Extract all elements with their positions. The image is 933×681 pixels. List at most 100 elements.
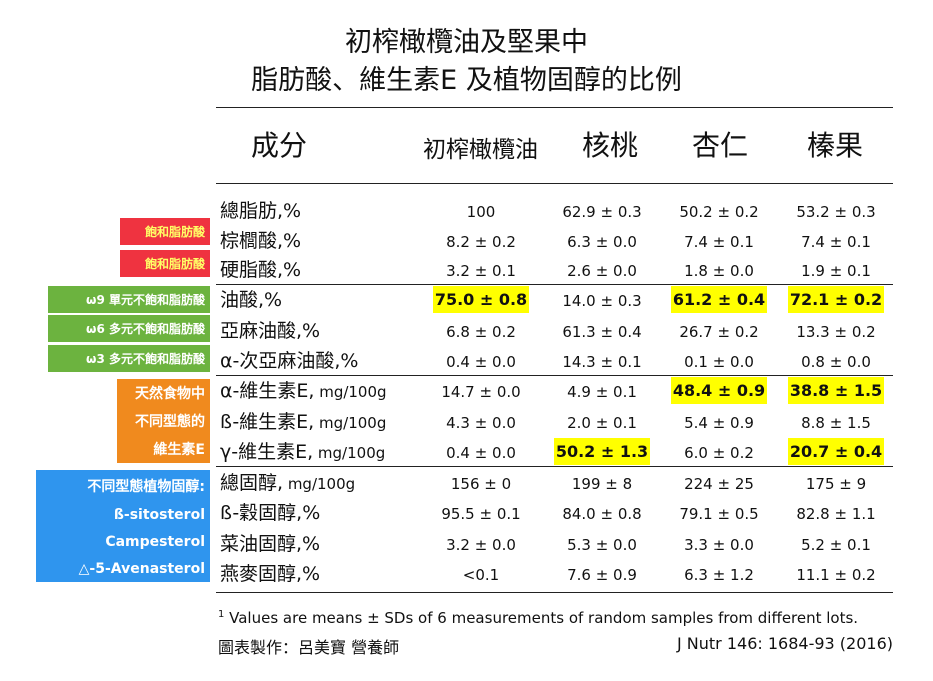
row-label: 油酸,% — [220, 285, 282, 312]
rule-header — [216, 183, 893, 184]
row-label: γ-維生素E, mg/100g — [220, 437, 385, 464]
table-cell: 61.2 ± 0.4 — [672, 290, 766, 309]
table-cell: 3.2 ± 0.1 — [446, 262, 516, 280]
table-cell: 26.7 ± 0.2 — [679, 323, 759, 341]
table-cell: 48.4 ± 0.9 — [672, 381, 766, 400]
tag-sterols-line-1: 不同型態植物固醇: — [87, 478, 205, 495]
table-cell: 100 — [466, 203, 496, 221]
table-cell: 7.6 ± 0.9 — [567, 566, 637, 584]
row-label: α-次亞麻油酸,% — [220, 346, 358, 373]
row-label: 總固醇, mg/100g — [220, 468, 355, 495]
table-cell: 0.8 ± 0.0 — [801, 353, 871, 371]
row-label: 總脂肪,% — [220, 196, 301, 223]
table-cell: 5.3 ± 0.0 — [567, 536, 637, 554]
row-label-text: 總脂肪,% — [220, 200, 302, 222]
col-header-component: 成分 — [250, 129, 307, 162]
tag-vitamin-e-line-1: 天然食物中 — [135, 386, 205, 402]
row-label-text: 總固醇, — [220, 472, 284, 494]
tag-omega3: ω3 多元不飽和脂肪酸 — [48, 345, 210, 372]
row-label-text: 硬脂酸,% — [220, 259, 302, 281]
table-cell: 11.1 ± 0.2 — [796, 566, 876, 584]
table-cell: 156 ± 0 — [450, 475, 512, 493]
table-cell: 6.0 ± 0.2 — [684, 444, 754, 462]
highlight — [788, 377, 884, 404]
table-cell: 14.7 ± 0.0 — [441, 383, 521, 401]
table-cell: 95.5 ± 0.1 — [441, 505, 521, 523]
col-header-hazelnut: 榛果 — [806, 129, 863, 162]
col-header-olive-oil: 初榨橄欖油 — [423, 137, 538, 163]
highlight — [788, 438, 884, 465]
row-label-text: α-維生素E, — [220, 380, 315, 402]
row-label: 燕麥固醇,% — [220, 559, 320, 586]
citation: J Nutr 146: 1684-93 (2016) — [676, 634, 893, 653]
row-label-text: ß-穀固醇,% — [220, 502, 321, 524]
table-cell: 72.1 ± 0.2 — [789, 290, 883, 309]
highlight — [788, 286, 884, 313]
highlight — [671, 377, 767, 404]
table-cell: 7.4 ± 0.1 — [801, 233, 871, 251]
table-cell: 82.8 ± 1.1 — [796, 505, 876, 523]
table-cell: 0.1 ± 0.0 — [684, 353, 754, 371]
table-cell: 5.4 ± 0.9 — [684, 414, 754, 432]
table-cell: 0.4 ± 0.0 — [446, 444, 516, 462]
tag-sterols-line-4: △-5-Avenasterol — [78, 560, 205, 577]
row-label-text: 棕櫚酸,% — [220, 230, 302, 252]
rule-top — [216, 107, 893, 108]
table-cell: 79.1 ± 0.5 — [679, 505, 759, 523]
tag-omega9: ω9 單元不飽和脂肪酸 — [48, 286, 210, 313]
col-header-almond: 杏仁 — [691, 129, 748, 162]
row-label-unit: mg/100g — [313, 444, 386, 462]
title-line-2: 脂肪酸、維生素E 及植物固醇的比例 — [251, 65, 682, 96]
table-cell: 175 ± 9 — [805, 475, 867, 493]
highlight — [433, 286, 529, 313]
title-line-1: 初榨橄欖油及堅果中 — [345, 27, 588, 58]
table-cell: 6.8 ± 0.2 — [446, 323, 516, 341]
tag-vitamin-e: 天然食物中 不同型態的 維生素E — [117, 379, 210, 463]
table-cell: 2.0 ± 0.1 — [567, 414, 637, 432]
row-label: 棕櫚酸,% — [220, 226, 301, 253]
table-cell: 4.3 ± 0.0 — [446, 414, 516, 432]
row-label: ß-穀固醇,% — [220, 498, 320, 525]
highlight — [671, 286, 767, 313]
table-cell: 5.2 ± 0.1 — [801, 536, 871, 554]
table-cell: 8.2 ± 0.2 — [446, 233, 516, 251]
tag-vitamin-e-line-3: 維生素E — [153, 442, 205, 458]
tag-sterols-line-2: ß-sitosterol — [113, 506, 205, 523]
row-label-unit: mg/100g — [314, 414, 387, 432]
tag-omega6: ω6 多元不飽和脂肪酸 — [48, 315, 210, 342]
footnote-marker: 1 — [218, 609, 225, 620]
table-cell: 224 ± 25 — [684, 475, 754, 493]
row-label: ß-維生素E, mg/100g — [220, 407, 386, 434]
table-cell: 1.8 ± 0.0 — [684, 262, 754, 280]
table-cell: 8.8 ± 1.5 — [801, 414, 871, 432]
chart-author: 圖表製作：呂美寶 營養師 — [218, 638, 400, 657]
footnote-text: Values are means ± SDs of 6 measurements… — [224, 609, 859, 627]
table-cell: 0.4 ± 0.0 — [446, 353, 516, 371]
rule-fatty-acids — [216, 284, 893, 285]
row-label: 亞麻油酸,% — [220, 316, 320, 343]
highlight — [554, 438, 650, 465]
table-cell: 38.8 ± 1.5 — [789, 381, 883, 400]
table-cell: 6.3 ± 1.2 — [684, 566, 754, 584]
tag-vitamin-e-line-2: 不同型態的 — [135, 414, 205, 430]
table-cell: 2.6 ± 0.0 — [567, 262, 637, 280]
table-cell: 14.3 ± 0.1 — [562, 353, 642, 371]
table-cell: 53.2 ± 0.3 — [796, 203, 876, 221]
row-label: 硬脂酸,% — [220, 255, 301, 282]
table-cell: 62.9 ± 0.3 — [562, 203, 642, 221]
row-label: α-維生素E, mg/100g — [220, 376, 387, 403]
table-cell: 13.3 ± 0.2 — [796, 323, 876, 341]
table-cell: 50.2 ± 0.2 — [679, 203, 759, 221]
table-cell: 61.3 ± 0.4 — [562, 323, 642, 341]
row-label-text: 亞麻油酸,% — [220, 320, 321, 342]
table-cell: 75.0 ± 0.8 — [434, 290, 528, 309]
row-label-text: γ-維生素E, — [220, 441, 314, 463]
row-label-text: 燕麥固醇,% — [220, 563, 321, 585]
row-label-text: 菜油固醇,% — [220, 533, 321, 555]
table-cell: 84.0 ± 0.8 — [562, 505, 642, 523]
row-label-text: 油酸,% — [220, 289, 283, 311]
table-cell: 50.2 ± 1.3 — [555, 442, 649, 461]
tag-saturated-2: 飽和脂肪酸 — [120, 250, 210, 277]
tag-sterols: 不同型態植物固醇: ß-sitosterol Campesterol △-5-A… — [36, 470, 210, 582]
table-cell: 4.9 ± 0.1 — [567, 383, 637, 401]
